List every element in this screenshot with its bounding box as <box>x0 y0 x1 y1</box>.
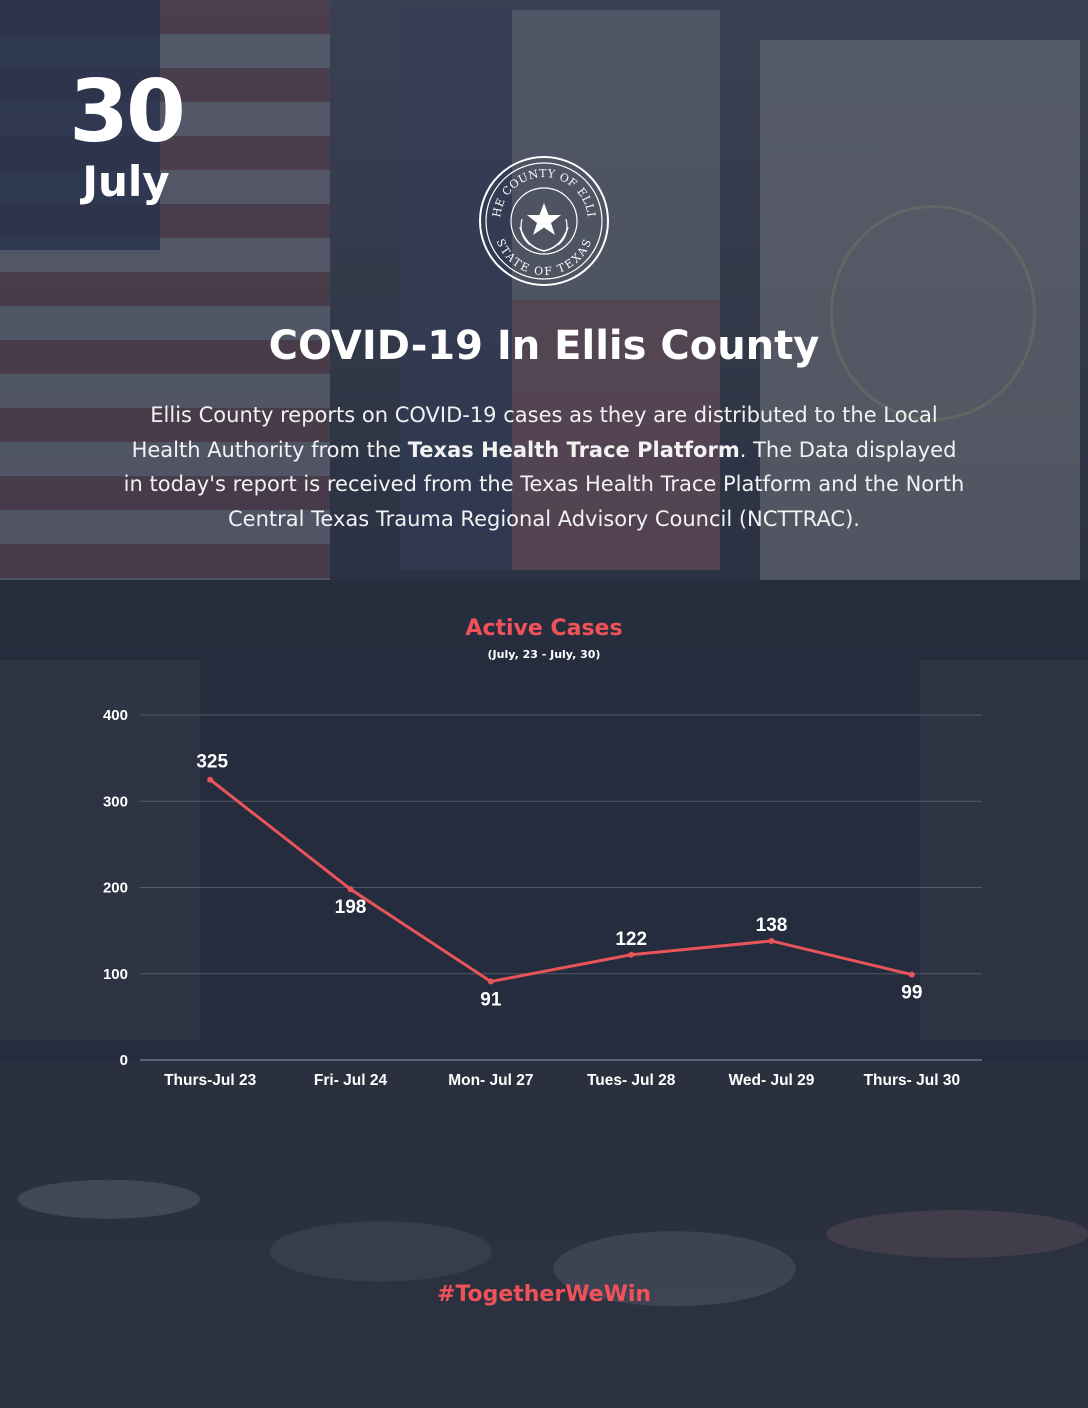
svg-text:STATE OF TEXAS: STATE OF TEXAS <box>494 237 595 278</box>
page-title: COVID-19 In Ellis County <box>268 323 820 369</box>
y-tick-label: 400 <box>103 707 128 724</box>
x-tick-label: Fri- Jul 24 <box>314 1072 388 1089</box>
active-cases-line-chart: 0 100 200 300 400 Thurs-Jul 23 Fri- Jul 24 Mon-… <box>103 707 982 1089</box>
hashtag: #TogetherWeWin <box>436 1282 652 1307</box>
data-label: 91 <box>480 990 502 1011</box>
crowd <box>0 1060 1088 1408</box>
data-point <box>768 937 775 944</box>
x-tick-label: Tues- Jul 28 <box>587 1072 676 1089</box>
y-tick-label: 0 <box>120 1052 128 1069</box>
data-label: 122 <box>615 929 647 950</box>
x-tick-label: Mon- Jul 27 <box>448 1072 533 1089</box>
star-icon <box>527 203 561 235</box>
data-label: 198 <box>335 897 367 918</box>
intro-bold-source: Texas Health Trace Platform <box>407 437 740 462</box>
data-point <box>908 971 915 978</box>
intro-text-1: Ellis County reports on COVID-19 cases a… <box>131 403 938 462</box>
report-date: 30 July <box>56 66 196 206</box>
x-tick-label: Wed- Jul 29 <box>729 1072 815 1089</box>
series-line <box>208 778 914 984</box>
date-month: July <box>82 157 170 206</box>
intro-text-2: . The Data displayed in today's report i… <box>123 437 965 531</box>
data-label: 325 <box>196 752 228 773</box>
date-day: 30 <box>69 62 186 162</box>
data-label: 138 <box>756 915 788 936</box>
y-tick-label: 300 <box>103 793 128 810</box>
data-point <box>628 951 635 958</box>
chart-subtitle: (July, 23 - July, 30) <box>487 648 601 661</box>
chart-title: Active Cases <box>465 616 623 641</box>
intro-paragraph: Ellis County reports on COVID-19 cases a… <box>120 398 968 536</box>
data-point <box>487 978 494 985</box>
y-tick-label: 100 <box>103 966 128 983</box>
data-point <box>207 776 214 783</box>
data-label: 99 <box>901 983 922 1004</box>
x-tick-label: Thurs-Jul 23 <box>164 1072 257 1089</box>
data-point <box>347 886 354 893</box>
y-tick-label: 200 <box>103 880 128 897</box>
x-tick-label: Thurs- Jul 30 <box>864 1072 960 1089</box>
